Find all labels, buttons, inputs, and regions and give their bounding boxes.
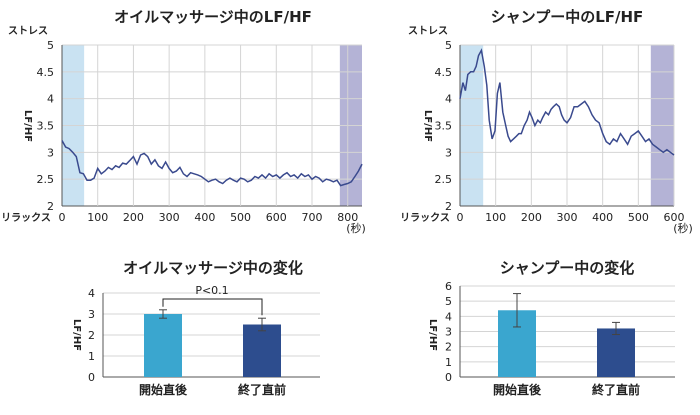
x-tick-label: 500 (628, 211, 649, 224)
gridlines (459, 285, 675, 378)
y-tick-label: 1 (88, 350, 95, 363)
y-tick-label: 2.5 (37, 173, 55, 186)
y-tick-label: 4 (445, 310, 452, 323)
y-tick-label: 2.5 (435, 173, 453, 186)
gridlines (61, 44, 362, 207)
tick-labels: 0 1 2 3 4 開始直後 終了直前 (88, 287, 286, 397)
y-tick-label: 2 (88, 329, 95, 342)
tick-labels: 2 2.5 3 3.5 4 4.5 5 0 100 200 300 400 500 600 700 800 (37, 39, 359, 224)
category-label: 開始直後 (493, 382, 542, 397)
y-tick-label: 2 (445, 200, 452, 213)
y-tick-label: 5 (47, 39, 54, 52)
series-line (459, 48, 675, 156)
x-tick-label: 300 (159, 211, 180, 224)
shampoo-line-chart: シャンプー中のLF/HF ストレス リラックス LF/HF (秒) 2 2.5 3 3… (400, 8, 693, 235)
series-line (61, 140, 363, 187)
y-axis-label: LF/HF (71, 319, 82, 351)
y-tick-label: 0 (88, 371, 95, 384)
y-tick-label: 0 (445, 371, 452, 384)
y-tick-label: 3.5 (37, 120, 55, 133)
y-axis-label: LF/HF (22, 110, 33, 142)
x-tick-label: 600 (664, 211, 685, 224)
gridlines (102, 292, 320, 378)
y-top-label: ストレス (408, 25, 448, 37)
tick-labels: 2 2.5 3 3.5 4 4.5 5 0 100 200 300 400 500 600 (435, 39, 685, 224)
y-tick-label: 4.5 (37, 66, 55, 79)
y-tick-label: 4 (445, 93, 452, 106)
y-tick-label: 3 (445, 326, 452, 339)
bar (597, 328, 635, 377)
y-top-label: ストレス (8, 25, 48, 37)
y-tick-label: 5 (445, 39, 452, 52)
x-tick-label: 400 (592, 211, 613, 224)
significance-annotation: P<0.1 (162, 284, 263, 316)
category-label: 終了直前 (238, 382, 286, 397)
bar (243, 324, 281, 377)
x-tick-label: 200 (123, 211, 144, 224)
bar (144, 314, 182, 377)
chart-title: オイルマッサージ中のLF/HF (114, 8, 312, 26)
bars (144, 309, 281, 377)
x-tick-label: 800 (337, 211, 358, 224)
oil-massage-line-chart: オイルマッサージ中のLF/HF ストレス リラックス LF/HF (秒) 2 2.… (1, 8, 366, 235)
chart-title: オイルマッサージ中の変化 (123, 259, 303, 277)
y-tick-label: 2 (445, 341, 452, 354)
significance-bracket (162, 298, 263, 316)
x-tick-label: 300 (557, 211, 578, 224)
y-tick-label: 6 (445, 280, 452, 293)
x-tick-label: 0 (457, 211, 464, 224)
category-label: 終了直前 (592, 382, 640, 397)
y-tick-label: 1 (445, 356, 452, 369)
x-tick-label: 700 (302, 211, 323, 224)
y-bottom-label: リラックス (1, 212, 51, 224)
y-tick-label: 4.5 (435, 66, 453, 79)
x-tick-label: 400 (194, 211, 215, 224)
y-tick-label: 3 (445, 146, 452, 159)
gridlines (459, 44, 675, 207)
y-tick-label: 2 (47, 200, 54, 213)
category-label: 開始直後 (139, 382, 188, 397)
x-tick-label: 200 (521, 211, 542, 224)
x-tick-label: 500 (230, 211, 251, 224)
y-axis-label: LF/HF (422, 110, 433, 142)
y-axis-label: LF/HF (427, 319, 438, 351)
y-tick-label: 4 (47, 93, 54, 106)
x-tick-label: 100 (485, 211, 506, 224)
tick-labels: 0 1 2 3 4 5 6 開始直後 終了直前 (445, 280, 640, 397)
x-tick-label: 100 (87, 211, 108, 224)
y-tick-label: 3 (88, 308, 95, 321)
y-tick-label: 3.5 (435, 120, 453, 133)
x-tick-label: 0 (59, 211, 66, 224)
oil-massage-bar-chart: オイルマッサージ中の変化 LF/HF 0 1 2 3 4 開始直後 終了直前 P<0.1 (71, 259, 320, 397)
chart-title: シャンプー中の変化 (500, 259, 635, 277)
y-tick-label: 3 (47, 146, 54, 159)
y-tick-label: 5 (445, 295, 452, 308)
chart-title: シャンプー中のLF/HF (491, 8, 644, 26)
y-tick-label: 4 (88, 287, 95, 300)
y-bottom-label: リラックス (400, 212, 450, 224)
x-unit-label: (秒) (346, 221, 366, 235)
shampoo-bar-chart: シャンプー中の変化 LF/HF 0 1 2 3 4 5 6 開始直後 終了直前 (427, 259, 675, 397)
p-value-label: P<0.1 (195, 284, 228, 297)
x-unit-label: (秒) (673, 221, 693, 235)
bars (498, 293, 635, 377)
x-tick-label: 600 (266, 211, 287, 224)
